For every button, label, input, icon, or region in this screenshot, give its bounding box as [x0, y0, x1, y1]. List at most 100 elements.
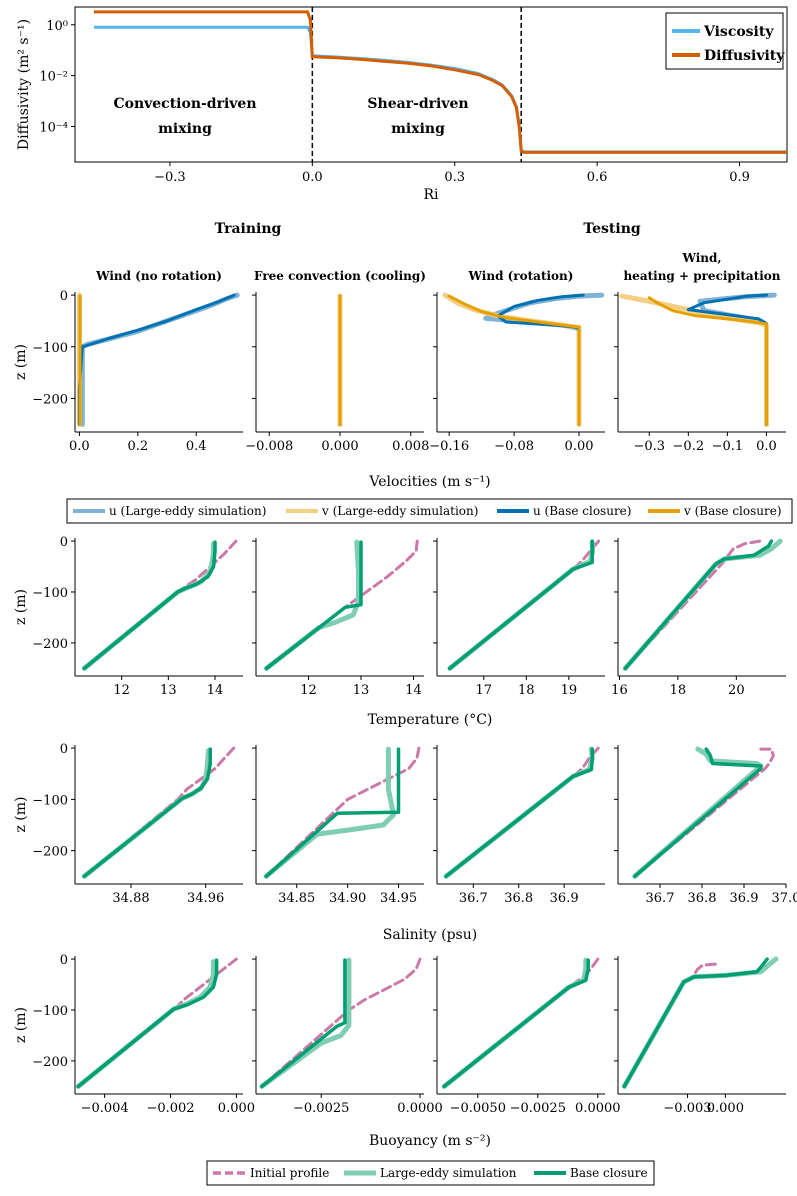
u-base-closure-line [686, 293, 768, 426]
legend-label-u-les: u (Large-eddy simulation) [109, 504, 266, 518]
xtick-label: 0.4 [186, 439, 207, 454]
buoyancy-axis-label: Buoyancy (m s⁻²) [369, 1133, 491, 1149]
testing-heading: Testing [583, 221, 641, 237]
diffusivity-ytick-label: 10⁻⁴ [39, 120, 68, 135]
diffusivity-legend-label: Diffusivity [704, 48, 785, 64]
xtick-label: 0.0000 [397, 1101, 443, 1116]
initial-profile-line [264, 746, 421, 878]
xtick-label: 0.000 [321, 439, 358, 454]
convection-annotation-line1: Convection-driven [113, 96, 256, 112]
velocity-panel-0: 0 −100 −200 0.0 0.2 0.4 z (m) Wind (no rotation… [13, 269, 243, 454]
ytick-label: −100 [32, 586, 68, 601]
ytick-label: −200 [32, 392, 68, 407]
u-base-closure-line [77, 293, 236, 426]
ytick-label: 0 [60, 289, 68, 304]
salinity-panel-2: 36.7 36.8 36.9 [433, 745, 605, 906]
xtick-label: 36.7 [459, 891, 488, 906]
buoyancy-panel-2: −0.0050 −0.0025 0.0000 [433, 956, 621, 1116]
z-axis-label: z (m) [13, 589, 29, 625]
v-base-closure-line [447, 294, 581, 426]
xtick-label: −0.16 [429, 439, 469, 454]
ytick-label: −200 [32, 1055, 68, 1070]
xtick-label: 34.90 [329, 891, 366, 906]
xtick-label: −0.0050 [450, 1101, 506, 1116]
ytick-label: −200 [32, 845, 68, 860]
xtick-label: −0.008 [245, 439, 293, 454]
velocity-panel-3: −0.3 −0.2 −0.1 0.0 Wind, heating + precipitat… [614, 251, 786, 454]
xtick-label: 13 [353, 683, 370, 698]
diffusivity-xtick-label: 0.9 [729, 170, 750, 185]
z-axis-label: z (m) [13, 1007, 29, 1043]
xtick-label: 20 [728, 683, 745, 698]
xtick-label: −0.0025 [293, 1101, 349, 1116]
xtick-label: 0.0 [756, 439, 777, 454]
diffusivity-legend-label: Viscosity [703, 24, 774, 40]
shear-annotation-line2: mixing [391, 121, 445, 137]
diffusivity-panel: −0.3 0.0 0.3 0.6 0.9 10⁰ 10⁻² 10⁻⁴ Ri Diffusivity… [16, 6, 788, 203]
xtick-label: 36.8 [504, 891, 533, 906]
large-eddy-simulation-line [264, 539, 361, 671]
xtick-label: −0.1 [712, 439, 744, 454]
base-closure-line [444, 747, 595, 879]
initial-profile-line [623, 539, 762, 670]
initial-profile-line [622, 962, 717, 1088]
temperature-panel-1: 12 13 14 [252, 538, 424, 698]
xtick-label: 12 [300, 683, 317, 698]
base-closure-line [82, 747, 213, 879]
velocity-panel-1: −0.008 0.000 0.008 Free convection (cooling… [245, 269, 429, 454]
large-eddy-simulation-line [75, 959, 216, 1089]
xtick-label: 14 [405, 683, 422, 698]
xtick-label: 13 [160, 683, 177, 698]
diffusivity-ytick-label: 10⁰ [46, 19, 68, 34]
z-axis-label: z (m) [13, 796, 29, 832]
buoyancy-panel-1: −0.0025 0.0000 [252, 956, 443, 1116]
v-large-eddy-simulation-line [442, 292, 582, 427]
xtick-label: 0.0000 [575, 1101, 621, 1116]
diffusivity-legend-box [665, 12, 784, 70]
buoyancy-panel-0: 0 −100 −200 −0.004 −0.002 0.000 z (m) [13, 953, 255, 1116]
xtick-label: 18 [670, 683, 687, 698]
panel-title-line2: heating + precipitation [623, 269, 780, 283]
diffusivity-ylabel: Diffusivity (m² s⁻¹) [16, 19, 32, 150]
convection-annotation-line2: mixing [158, 121, 212, 137]
ytick-label: 0 [60, 535, 68, 550]
xtick-label: 14 [207, 683, 224, 698]
xtick-label: 37.0 [772, 891, 797, 906]
base-closure-line [76, 958, 219, 1089]
diffusivity-ytick-label: 10⁻² [39, 70, 68, 85]
velocity-axis-label: Velocities (m s⁻¹) [368, 474, 490, 490]
ytick-label: −100 [32, 793, 68, 808]
z-axis-label: z (m) [13, 344, 29, 380]
base-closure-line [448, 539, 594, 671]
xtick-label: 0.000 [218, 1101, 255, 1116]
initial-profile-line [76, 957, 238, 1088]
diffusivity-xtick-label: 0.6 [587, 170, 608, 185]
xtick-label: 34.95 [380, 891, 417, 906]
tracer-legend: Initial profile Large-eddy simulation Ba… [206, 1160, 655, 1186]
ytick-label: 0 [60, 953, 68, 968]
legend-label-initial: Initial profile [250, 1166, 329, 1180]
ytick-label: −100 [32, 1004, 68, 1019]
v-base-closure-line [647, 296, 768, 426]
legend-label-v-base: v (Base closure) [683, 504, 782, 518]
xtick-label: −0.2 [673, 439, 705, 454]
xtick-label: 16 [611, 683, 628, 698]
xtick-label: −0.08 [494, 439, 534, 454]
legend-label-v-les: v (Large-eddy simulation) [321, 504, 478, 518]
velocity-panel-2: −0.16 −0.08 0.00 Wind (rotation) [429, 269, 605, 454]
xtick-label: −0.003 [663, 1101, 711, 1116]
base-closure-line [442, 958, 590, 1089]
legend-label-les: Large-eddy simulation [380, 1166, 517, 1180]
ytick-label: −100 [32, 341, 68, 356]
diffusivity-xlabel: Ri [423, 187, 439, 203]
large-eddy-simulation-line [81, 541, 217, 671]
salinity-axis-label: Salinity (psu) [383, 927, 477, 943]
xtick-label: 34.96 [187, 891, 224, 906]
salinity-panel-3: 36.7 36.8 36.9 37.0 [614, 745, 797, 906]
xtick-label: 12 [113, 683, 130, 698]
legend-label-base: Base closure [570, 1166, 648, 1180]
xtick-label: 0.008 [392, 439, 429, 454]
xtick-label: 36.9 [730, 891, 759, 906]
base-closure-line [622, 957, 769, 1089]
large-eddy-simulation-line [259, 957, 352, 1089]
